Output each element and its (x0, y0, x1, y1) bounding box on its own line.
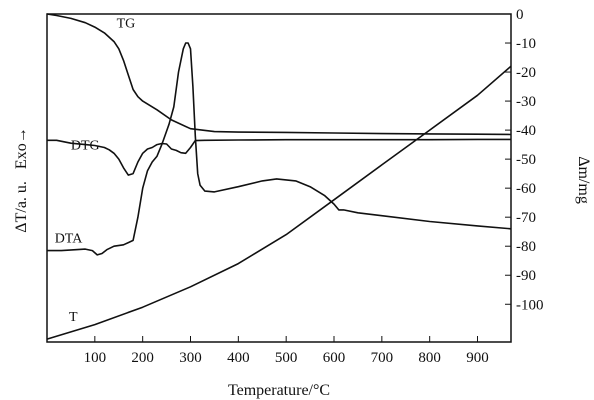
curves (46, 13, 512, 340)
x-tick-label: 300 (179, 350, 202, 366)
series-label-t: T (69, 310, 78, 325)
plot-frame (46, 13, 512, 343)
y-tick-label: -80 (516, 239, 536, 255)
x-tick-label: 600 (323, 350, 346, 366)
x-tick-label: 500 (275, 350, 298, 366)
series-dtg-line (47, 138, 511, 176)
y-tick-label: -50 (516, 152, 536, 168)
series-label-dtg: DTG (71, 139, 100, 154)
y-tick-label: 0 (516, 7, 524, 23)
x-tick-label: 200 (131, 350, 154, 366)
series-label-tg: TG (117, 17, 136, 32)
y-tick-label: -20 (516, 65, 536, 81)
y-tick-label: -60 (516, 181, 536, 197)
y-tick-label: -100 (516, 297, 544, 313)
y-axis-right-title: Δm/mg (575, 156, 592, 204)
series-t-line (46, 65, 512, 340)
x-tick-label: 100 (84, 350, 107, 366)
x-tick-label: 400 (227, 350, 250, 366)
x-tick-label: 900 (466, 350, 489, 366)
x-axis-ticks: 100 200 300 400 500 600 700 800 900 (84, 336, 489, 366)
x-tick-label: 700 (371, 350, 394, 366)
series-dta-line (47, 42, 512, 256)
series-tg-line (46, 13, 512, 136)
y-tick-label: -90 (516, 268, 536, 284)
x-axis-title: Temperature/°C (228, 382, 330, 399)
x-tick-label: 800 (418, 350, 441, 366)
y-axis-right-ticks: 0 -10 -20 -30 -40 -50 -60 -70 -80 -90 -100 (505, 7, 544, 313)
y-tick-label: -30 (516, 94, 536, 110)
y-tick-label: -70 (516, 210, 536, 226)
y-axis-left-title: ΔT/a. u. Exo→ (13, 127, 30, 232)
series-label-dta: DTA (55, 232, 84, 247)
y-tick-label: -10 (516, 36, 536, 52)
y-tick-label: -40 (516, 123, 536, 139)
curve-labels: TG DTG DTA T (55, 17, 136, 325)
